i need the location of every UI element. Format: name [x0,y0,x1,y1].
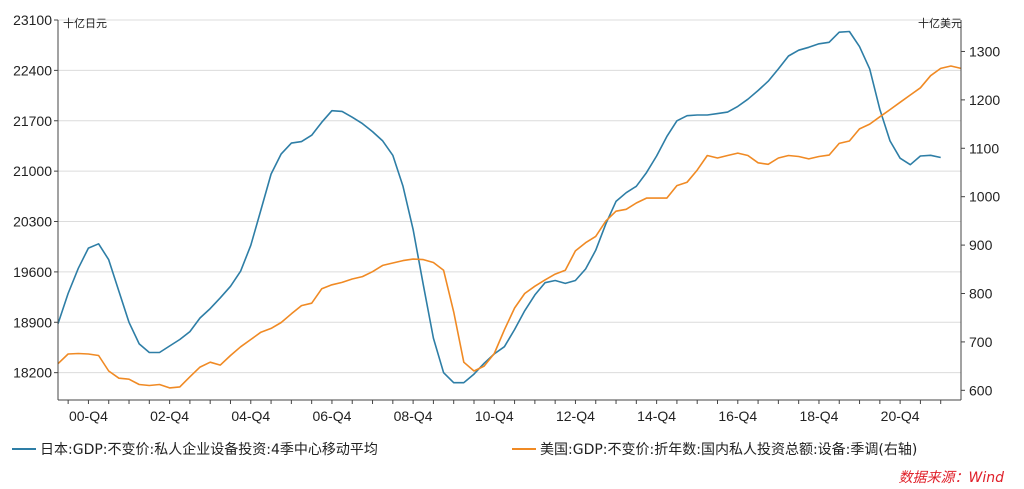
y-right-tick-label: 700 [969,334,993,350]
source-note: 数据来源：Wind [899,470,1005,486]
y-left-tick-label: 21000 [13,163,52,179]
x-tick-label: 02-Q4 [150,408,189,424]
y-right-tick-label: 900 [969,237,993,253]
y-right-tick-label: 600 [969,382,993,398]
grid-lines [58,19,961,374]
y-right-tick-label: 1000 [969,189,1000,205]
y-right-tick-label: 1300 [969,43,1000,59]
legend-label-japan: 日本:GDP:不变价:私人企业设备投资:4季中心移动平均 [40,441,378,458]
y-right-tick-label: 1100 [969,140,999,156]
x-tick-label: 16-Q4 [718,408,757,424]
series-line-japan [57,30,941,384]
x-tick-label: 18-Q4 [799,408,838,424]
x-tick-label: 04-Q4 [231,408,270,424]
x-tick-label: 06-Q4 [312,408,351,424]
y-left-tick-label: 20300 [13,214,52,230]
x-tick-label: 00-Q4 [69,408,108,424]
legend: 日本:GDP:不变价:私人企业设备投资:4季中心移动平均 美国:GDP:不变价:… [12,441,917,458]
y-left-tick-label: 19600 [13,264,52,280]
y-left-tick-label: 23100 [13,12,52,28]
x-tick-label: 12-Q4 [556,408,595,424]
y-right-tick-label: 800 [969,286,993,302]
y-left-tick-label: 18900 [13,314,52,330]
tick-labels: 18200 18900 19600 20300 21000 21700 22400 23100… [13,12,1000,424]
x-tick-label: 20-Q4 [881,408,920,424]
series-line-us [57,65,962,389]
x-tick-label: 14-Q4 [637,408,676,424]
legend-label-us: 美国:GDP:不变价:折年数:国内私人投资总额:设备:季调(右轴) [540,441,917,458]
y-right-tick-label: 1200 [969,92,1000,108]
x-tick-label: 10-Q4 [475,408,514,424]
x-tick-label: 08-Q4 [394,408,433,424]
y-left-tick-label: 18200 [13,365,52,381]
y-left-tick-label: 22400 [13,62,52,78]
left-axis-unit: 十亿日元 [63,16,107,30]
right-axis-unit: 十亿美元 [918,16,962,30]
y-left-tick-label: 21700 [13,113,52,129]
series-layer [57,30,962,389]
axes [54,19,965,404]
